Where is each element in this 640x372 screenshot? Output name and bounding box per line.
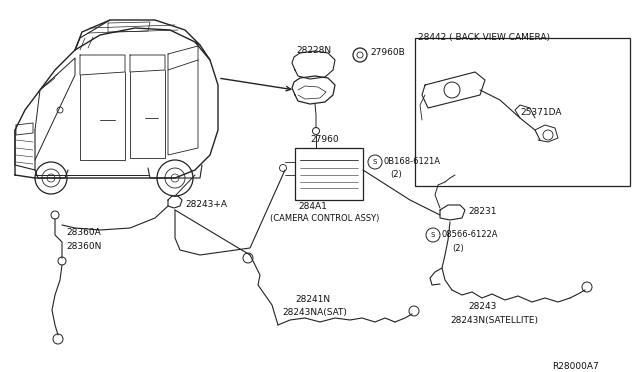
Text: 28243NA(SAT): 28243NA(SAT) [282, 308, 347, 317]
Text: 0B168-6121A: 0B168-6121A [384, 157, 441, 166]
Text: R28000A7: R28000A7 [552, 362, 599, 371]
Text: S: S [373, 159, 377, 165]
Bar [295, 148, 363, 200]
Text: 28360A: 28360A [66, 228, 100, 237]
Text: 28442 ( BACK VIEW CAMERA): 28442 ( BACK VIEW CAMERA) [418, 33, 550, 42]
Text: (CAMERA CONTROL ASSY): (CAMERA CONTROL ASSY) [270, 214, 380, 223]
Text: S: S [431, 232, 435, 238]
Text: 27960B: 27960B [370, 48, 404, 57]
Text: 08566-6122A: 08566-6122A [442, 230, 499, 239]
Text: 28228N: 28228N [296, 46, 331, 55]
Text: (2): (2) [390, 170, 402, 179]
Text: 27960: 27960 [310, 135, 339, 144]
Text: 284A1: 284A1 [298, 202, 327, 211]
Text: 28231: 28231 [468, 207, 497, 216]
Bar [415, 38, 630, 186]
Text: 28243+A: 28243+A [185, 200, 227, 209]
Text: (2): (2) [452, 244, 464, 253]
Text: 25371DA: 25371DA [520, 108, 561, 117]
Text: 28243N(SATELLITE): 28243N(SATELLITE) [450, 316, 538, 325]
Text: 28243: 28243 [468, 302, 497, 311]
Text: 28241N: 28241N [295, 295, 330, 304]
Text: 28360N: 28360N [66, 242, 101, 251]
